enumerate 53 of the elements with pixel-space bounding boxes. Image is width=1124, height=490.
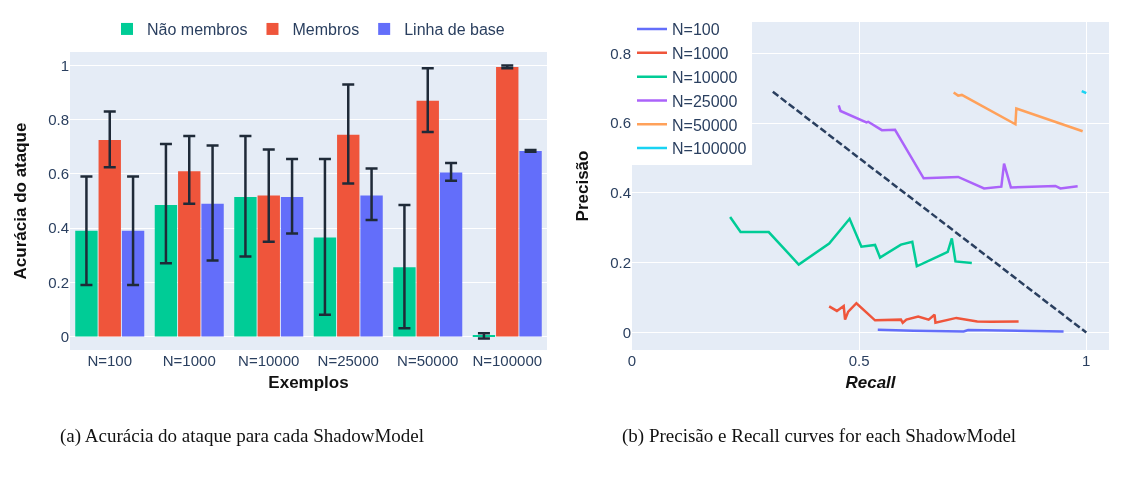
y-tick-label: 0.4 — [610, 184, 631, 202]
bar — [98, 140, 121, 337]
bar — [439, 172, 463, 337]
x-tick-label: N=50000 — [397, 352, 459, 369]
legend-label: N=1000 — [672, 45, 729, 63]
text: (a) Acurácia do ataque para cada ShadowModel — [59, 424, 425, 447]
bar — [234, 196, 257, 337]
y-axis-title: Precisão — [573, 150, 592, 222]
line-series — [728, 215, 974, 268]
x-axis-title: Recall — [845, 373, 897, 393]
y-tick-label: 0.2 — [48, 273, 69, 291]
bar — [178, 171, 201, 337]
bar — [337, 134, 360, 337]
bar — [416, 100, 439, 337]
bar — [154, 205, 178, 337]
y-tick-label: 0.6 — [48, 165, 69, 183]
legend-label: N=50000 — [672, 116, 738, 134]
y-axis-title: Acurácia do ataque — [11, 122, 30, 280]
legend-label: Não membros — [147, 21, 248, 39]
y-tick-label: 0 — [60, 327, 69, 345]
bar — [519, 150, 542, 337]
legend-label: N=10000 — [672, 68, 738, 86]
y-tick-label: 0.8 — [610, 44, 631, 62]
y-tick-label: 0.8 — [48, 110, 69, 128]
legend-label: Linha de base — [404, 21, 505, 39]
text: (b) Precisão e Recall curves for each ShadowModel — [621, 424, 1018, 447]
bar — [75, 230, 98, 337]
x-tick-label: N=1000 — [162, 352, 216, 369]
bar — [121, 230, 145, 337]
bar — [360, 195, 383, 337]
x-tick-label: N=100 — [87, 352, 133, 369]
bar — [496, 66, 519, 337]
x-axis-title: Exemplos — [268, 373, 349, 393]
y-tick-label: 1 — [60, 56, 69, 74]
y-tick-label: 0 — [622, 323, 631, 341]
x-tick-label: N=10000 — [238, 352, 300, 369]
y-tick-label: 0.2 — [610, 254, 631, 272]
x-tick-label: 1 — [1082, 352, 1091, 369]
legend-label: N=100 — [672, 21, 720, 39]
bar — [257, 195, 280, 337]
legend-label: N=25000 — [672, 92, 738, 110]
bar — [280, 196, 304, 337]
x-tick-label: N=25000 — [317, 352, 379, 369]
line-series — [827, 301, 1020, 325]
y-tick-label: 0.6 — [610, 114, 631, 132]
y-tick-label: 0.4 — [48, 219, 69, 237]
legend-label: Membros — [292, 21, 360, 39]
line-series — [837, 104, 1079, 190]
bar — [201, 203, 224, 337]
x-tick-label: 0.5 — [848, 352, 870, 369]
line-series — [952, 91, 1084, 133]
legend-label: N=100000 — [672, 140, 747, 158]
x-tick-label: N=100000 — [472, 352, 543, 369]
